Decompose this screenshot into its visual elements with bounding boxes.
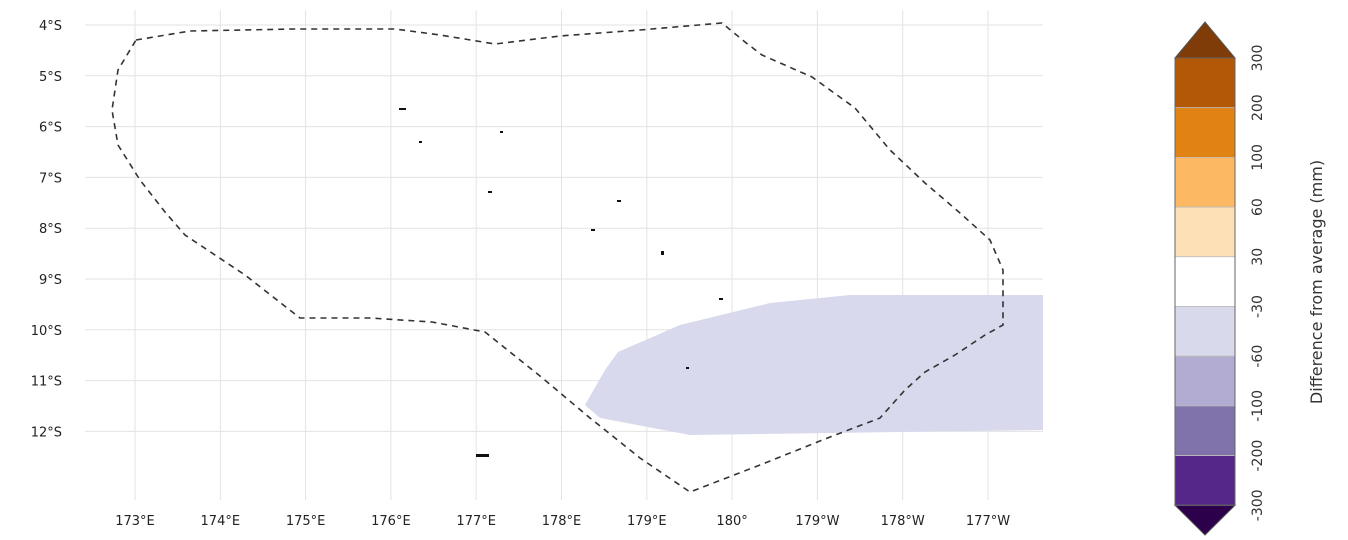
colorbar-bin: [1174, 306, 1236, 357]
colorbar-bin: [1174, 256, 1236, 307]
colorbar-label: 300: [1250, 45, 1266, 72]
colorbar-label: 60: [1250, 198, 1266, 216]
longitude-label: 178°W: [881, 514, 925, 529]
latitude-label: 4°S: [39, 19, 62, 34]
colorbar-label: -100: [1250, 390, 1266, 422]
island: [617, 200, 621, 202]
island: [591, 229, 595, 231]
colorbar-label: -60: [1250, 345, 1266, 368]
eez-boundary-dashed: [111, 22, 1004, 493]
longitude-label: 177°W: [966, 514, 1010, 529]
colorbar-bin: [1174, 156, 1236, 208]
colorbar-tick-labels: 300 200 100 60 30 -30 -60 -100 -200 -300: [1250, 45, 1266, 522]
latitude-label: 12°S: [31, 425, 62, 440]
colorbar-bin: [1174, 405, 1236, 456]
longitude-label: 173°E: [115, 514, 155, 529]
latitude-tick-labels: 4°S 5°S 6°S 7°S 8°S 9°S 10°S 11°S 12°S: [31, 19, 62, 440]
island: [419, 141, 422, 143]
colorbar-label: 30: [1250, 248, 1266, 266]
colorbar-bin: [1174, 57, 1236, 109]
longitude-label: 174°E: [201, 514, 241, 529]
island: [488, 191, 492, 193]
latitude-label: 9°S: [39, 273, 62, 288]
island: [661, 251, 664, 255]
island: [686, 367, 689, 369]
colorbar-label: -30: [1250, 295, 1266, 318]
negative-anomaly-region: [585, 295, 1043, 435]
colorbar-title: Difference from average (mm): [1307, 160, 1326, 404]
colorbar-bin: [1174, 206, 1236, 258]
latitude-label: 7°S: [39, 171, 62, 186]
colorbar-bin: [1174, 107, 1236, 158]
latitude-label: 5°S: [39, 70, 62, 85]
island: [476, 454, 489, 457]
colorbar-label: -300: [1250, 489, 1266, 521]
colorbar: [1173, 21, 1237, 536]
colorbar-outline: [1174, 57, 1236, 506]
colorbar-label: -200: [1250, 440, 1266, 472]
longitude-label: 180°: [716, 514, 747, 529]
latitude-label: 10°S: [31, 324, 62, 339]
longitude-label: 178°E: [542, 514, 582, 529]
colorbar-extend-bottom: [1173, 504, 1237, 536]
island: [719, 298, 723, 300]
colorbar-extend-top: [1173, 21, 1237, 59]
longitude-label: 179°E: [627, 514, 667, 529]
colorbar-bin: [1174, 355, 1236, 407]
longitude-label: 179°W: [795, 514, 839, 529]
map-gridlines: [85, 10, 1043, 500]
island-markers: [399, 108, 723, 457]
longitude-label: 177°E: [456, 514, 496, 529]
latitude-label: 11°S: [31, 375, 62, 390]
longitude-label: 176°E: [371, 514, 411, 529]
colorbar-label: 200: [1250, 94, 1266, 121]
island: [500, 131, 503, 133]
longitude-tick-labels: 173°E 174°E 175°E 176°E 177°E 178°E 179°E 180° 1…: [115, 514, 1010, 529]
latitude-label: 8°S: [39, 222, 62, 237]
latitude-label: 6°S: [39, 121, 62, 136]
colorbar-label: 100: [1250, 144, 1266, 171]
colorbar-bin: [1174, 455, 1236, 506]
longitude-label: 175°E: [286, 514, 326, 529]
island: [399, 108, 406, 110]
